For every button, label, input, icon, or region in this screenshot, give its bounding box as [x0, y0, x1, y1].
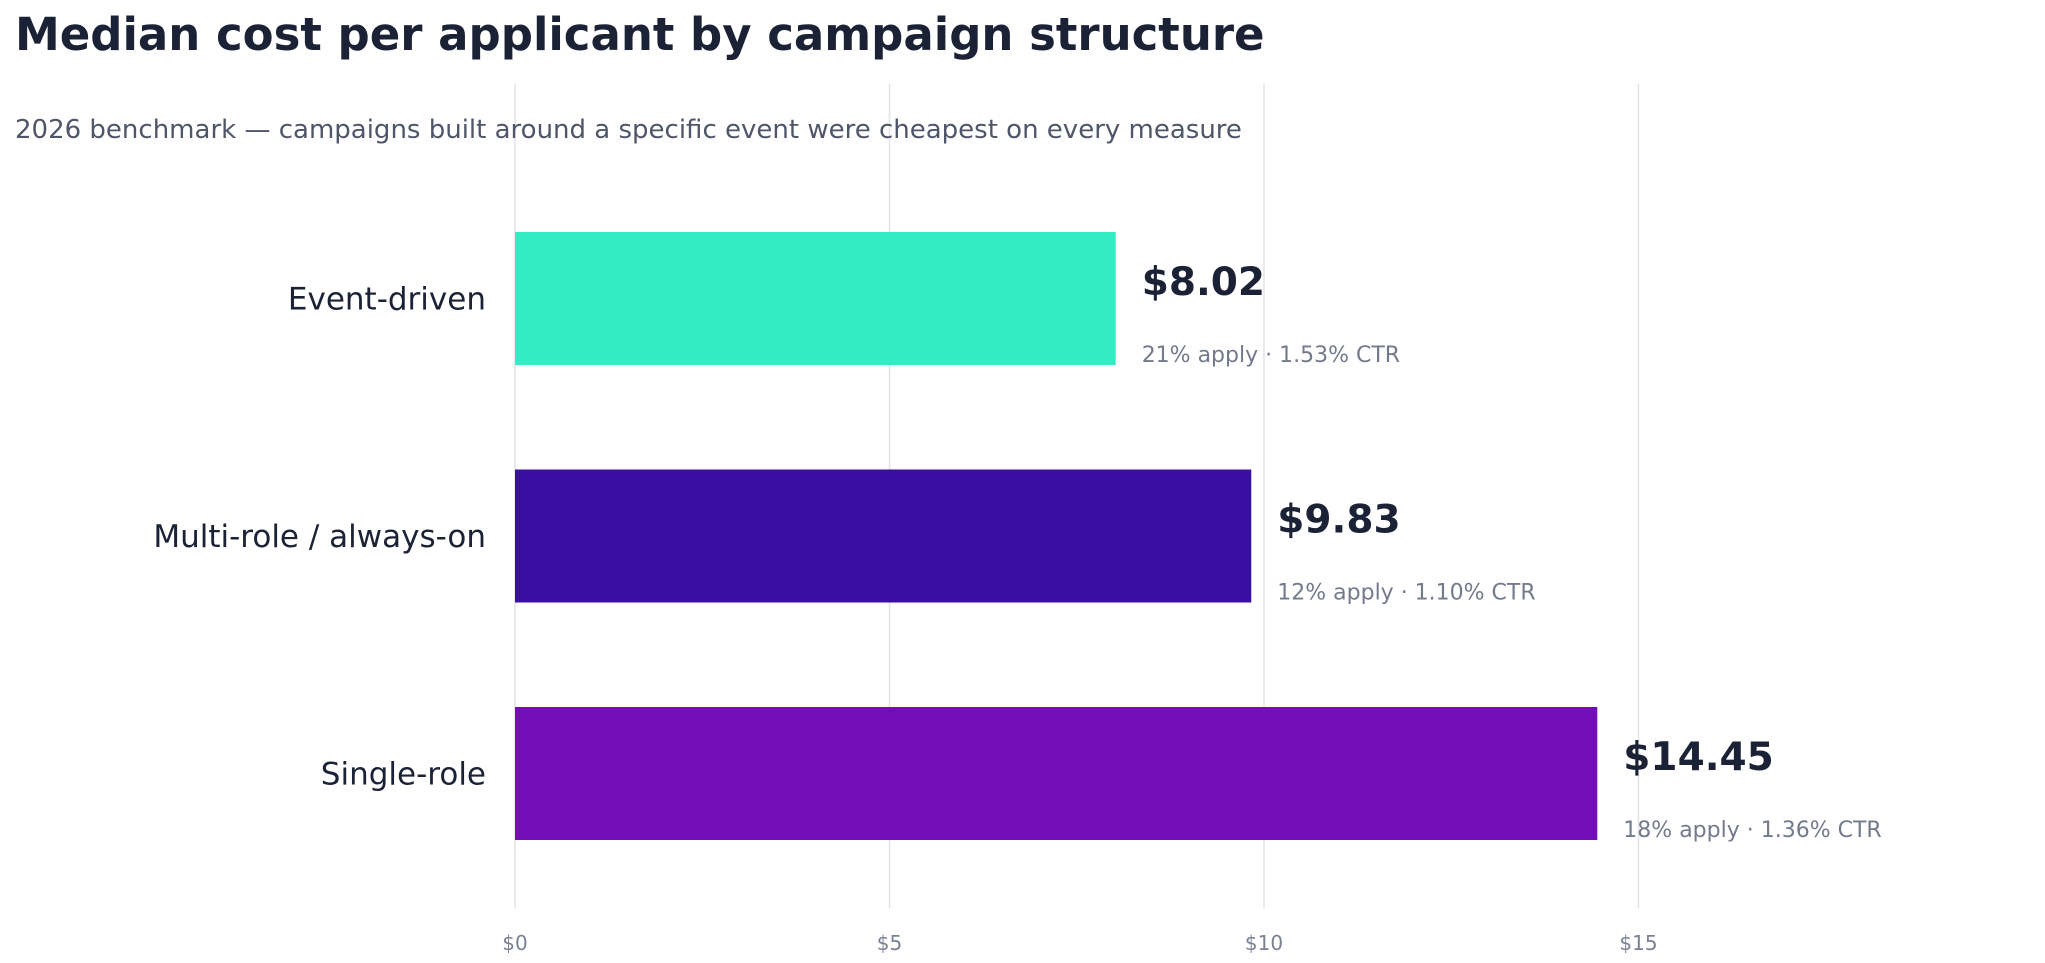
x-axis-ticks: $0 $5 $10 $15 [502, 931, 1657, 955]
bar [515, 232, 1116, 365]
bar-labels: Event-driven $8.02 21% apply · 1.53% CTR Mu… [153, 260, 1881, 843]
x-tick-label: $10 [1245, 931, 1283, 955]
bars [515, 232, 1598, 840]
detail-label: 18% apply · 1.36% CTR [1623, 818, 1881, 843]
category-label: Single-role [321, 757, 486, 793]
detail-label: 21% apply · 1.53% CTR [1142, 343, 1400, 368]
value-label: $8.02 [1142, 260, 1265, 305]
value-label: $9.83 [1277, 498, 1400, 543]
bar [515, 707, 1598, 840]
x-tick-label: $5 [877, 931, 902, 955]
bar [515, 469, 1252, 603]
detail-label: 12% apply · 1.10% CTR [1277, 581, 1535, 606]
x-tick-label: $0 [502, 931, 527, 955]
x-tick-label: $15 [1619, 931, 1657, 955]
chart-subtitle: 2026 benchmark — campaigns built around … [15, 115, 1242, 145]
chart-title: Median cost per applicant by campaign st… [15, 8, 1265, 61]
value-label: $14.45 [1623, 735, 1774, 780]
category-label: Event-driven [288, 282, 486, 318]
category-label: Multi-role / always-on [153, 519, 486, 555]
